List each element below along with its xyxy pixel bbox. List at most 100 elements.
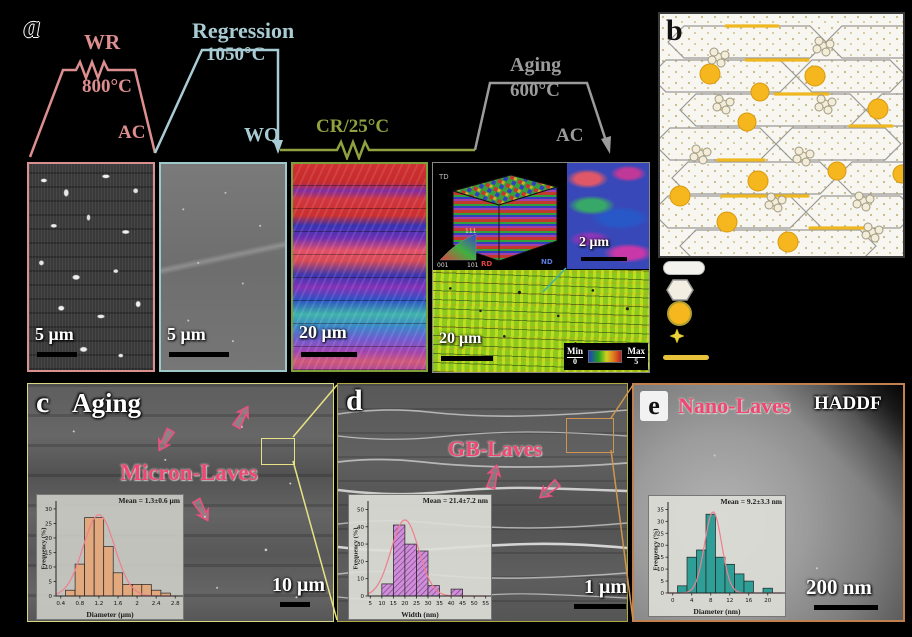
legend-nano-laves-symbol (670, 329, 684, 343)
cr-label: CR/25°C (316, 116, 390, 137)
svg-text:1.2: 1.2 (95, 601, 104, 607)
wq-label: WQ (244, 124, 280, 146)
panel-c-label: c (36, 386, 50, 419)
recrystallized-grain-clusters (689, 36, 884, 243)
gb-laves-lines (716, 24, 894, 230)
ebsd-ipf-map-aged-zoom: 2 μm (567, 163, 649, 269)
sem-warm-rolled-micrograph: 5 μm (27, 162, 155, 372)
svg-text:20: 20 (657, 543, 664, 549)
hist-c-mean-label: Mean = 1.3±0.6 μm (118, 496, 180, 505)
grain-structure-schematic (649, 14, 912, 263)
arrow-icon (483, 463, 504, 493)
arrow-icon (188, 494, 214, 525)
colorbar-min-label: Min (567, 346, 584, 358)
panel-e-nano-laves-haadf: e Nano-Laves HADDF Frequency (%) 0 4 8 12 16… (632, 383, 905, 622)
scale-bar (37, 352, 77, 357)
colorbar-max-label: Max (627, 346, 645, 358)
wr-profile-line (28, 58, 157, 158)
zoom-region-box (261, 438, 295, 465)
svg-text:0: 0 (661, 591, 665, 597)
svg-text:20: 20 (764, 598, 771, 604)
ipf-color-triangle: 111 001 101 (437, 228, 479, 267)
svg-text:4: 4 (690, 598, 694, 604)
svg-text:25: 25 (45, 521, 52, 527)
svg-text:15: 15 (45, 550, 52, 556)
scale-bar-text: 20 μm (299, 322, 347, 342)
svg-text:0.8: 0.8 (75, 601, 84, 607)
td-axis-label: TD (438, 173, 449, 181)
panel-a-label: a (24, 8, 40, 44)
svg-text:20: 20 (357, 559, 364, 565)
triangle-111-label: 111 (465, 228, 477, 235)
ebsd-composite-aged: TD RD ND 111 001 101 2 μm 20 μm Min (432, 162, 650, 373)
aging-aircool-label: AC (556, 125, 584, 146)
regression-temp-label: 1050°C (206, 44, 266, 65)
svg-text:25: 25 (413, 601, 420, 607)
zoom-region-box (566, 418, 614, 453)
triangle-101-label: 101 (467, 262, 479, 267)
svg-text:45: 45 (459, 601, 466, 607)
scale-bar-text: 5 μm (35, 324, 74, 344)
svg-text:20: 20 (401, 601, 408, 607)
panel-b-label: b (666, 14, 683, 47)
svg-text:30: 30 (657, 519, 664, 525)
svg-text:55: 55 (482, 601, 489, 607)
svg-text:2.8: 2.8 (171, 601, 180, 607)
hist-c-xlabel: Diameter (μm) (86, 610, 134, 619)
svg-text:0: 0 (361, 594, 365, 600)
arrow-icon (534, 475, 564, 504)
legend-recrystallized-grain-symbol (666, 279, 694, 301)
panel-d-label: d (346, 384, 363, 417)
colorbar-max: Max 5 (627, 346, 645, 366)
kam-colorbar: Min 0 Max 5 (564, 343, 648, 370)
hist-e-xlabel: Diameter (nm) (693, 607, 741, 616)
regression-label: Regression (192, 18, 295, 43)
colorbar-min: Min 0 (567, 346, 584, 366)
svg-text:50: 50 (357, 507, 364, 513)
micron-laves-annotation: Micron-Laves (120, 460, 258, 485)
svg-text:8: 8 (709, 598, 713, 604)
aging-temp-label: 600°C (510, 80, 560, 101)
svg-text:10: 10 (357, 577, 364, 583)
wr-aircool-label: AC (118, 122, 146, 143)
haadf-mode-label: HADDF (814, 393, 882, 414)
svg-text:15: 15 (657, 555, 664, 561)
scale-bar-text: 20 μm (439, 330, 482, 347)
svg-text:0.4: 0.4 (56, 601, 65, 607)
gb-laves-annotation: GB-Laves (448, 436, 543, 461)
hist-d-mean-label: Mean = 21.4±7.2 nm (422, 496, 488, 505)
svg-text:2.4: 2.4 (152, 601, 161, 607)
scale-bar-text: 10 μm (272, 574, 325, 596)
triangle-001-label: 001 (437, 262, 449, 267)
aging-ac-arrowhead (601, 136, 611, 154)
scale-bar-text: 5 μm (167, 324, 206, 344)
histogram-e: 0 4 8 12 16 20 0 5 10 15 20 25 30 35 (657, 502, 785, 604)
svg-text:0: 0 (671, 598, 675, 604)
svg-text:25: 25 (657, 531, 664, 537)
histogram-d: 5 10 15 20 25 30 35 40 45 50 55 0 10 20 30 40 50 (357, 501, 491, 607)
hist-e-mean-label: Mean = 9.2±3.3 nm (720, 497, 782, 506)
scale-bar (301, 352, 357, 357)
svg-text:40: 40 (448, 601, 455, 607)
svg-text:10: 10 (45, 565, 52, 571)
arrow-icon (228, 402, 254, 433)
panel-c-title: Aging (72, 388, 142, 418)
svg-text:1.6: 1.6 (114, 601, 123, 607)
histogram-c: 0.4 0.8 1.2 1.6 2 2.4 2.8 0 5 10 15 20 25 30 (45, 501, 183, 607)
legend-gb-laves-symbol (663, 355, 709, 360)
svg-text:20: 20 (45, 536, 52, 542)
panel-b-schematic: b (649, 12, 912, 263)
nd-axis-label: ND (541, 258, 553, 266)
svg-text:30: 30 (425, 601, 432, 607)
svg-text:35: 35 (436, 601, 443, 607)
svg-text:40: 40 (357, 525, 364, 531)
svg-text:5: 5 (49, 579, 53, 585)
scale-bar (169, 352, 229, 357)
scale-bar (280, 602, 310, 607)
legend-micron-laves-symbol (667, 301, 692, 326)
svg-text:30: 30 (357, 542, 364, 548)
rd-axis-label: RD (481, 260, 492, 268)
wr-temp-label: 800°C (82, 76, 132, 97)
legend-elongated-grain-symbol (663, 261, 705, 275)
panel-e-label-chip: e (640, 391, 668, 421)
